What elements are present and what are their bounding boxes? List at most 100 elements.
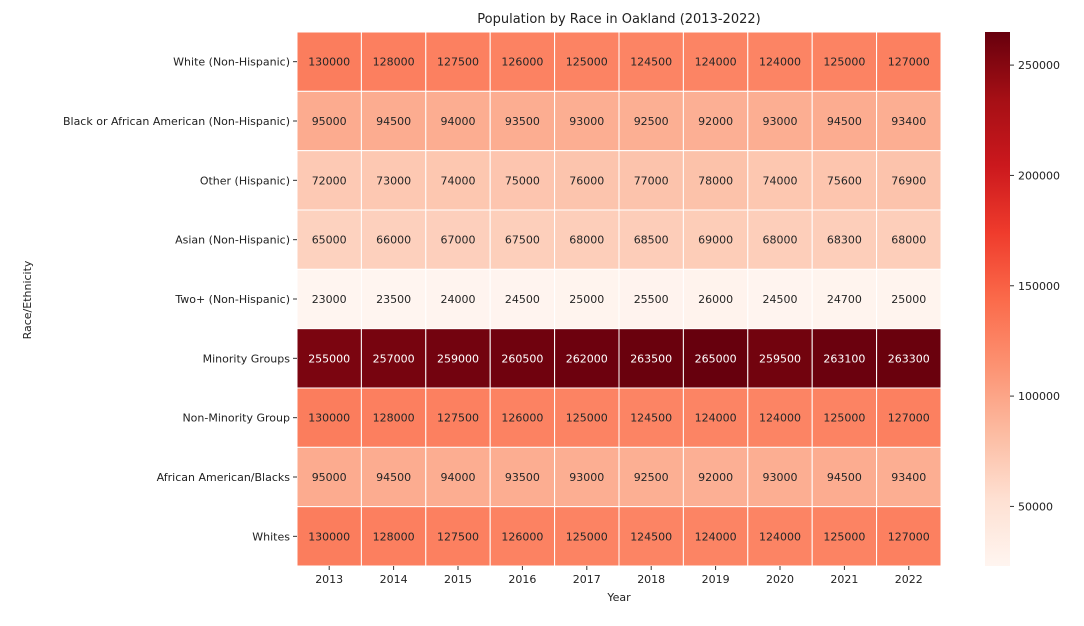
heatmap-cell [747, 387, 813, 448]
heatmap-cell [682, 387, 749, 448]
cell-value-label: 262000 [566, 352, 608, 365]
column-labels: 2013 2014 2015 2016 2017 2018 2019 2020 2021 2022 [315, 566, 923, 586]
cell-value-label: 94500 [376, 471, 411, 484]
y-tick-label: White (Non-Hispanic) [173, 56, 290, 69]
colorbar: 50000 100000 150000 200000 250000 [985, 32, 1060, 566]
heatmap-cell [489, 387, 556, 448]
cell-value-label: 124500 [630, 412, 672, 425]
chart-title: Population by Race in Oakland (2013-2022… [477, 12, 760, 27]
cell-value-label: 95000 [312, 471, 347, 484]
cell-value-label: 94500 [376, 115, 411, 128]
heatmap-cell [876, 209, 942, 270]
colorbar-tick-label: 200000 [1018, 169, 1060, 182]
cell-value-label: 67000 [441, 234, 476, 247]
cell-value-label: 130000 [308, 56, 350, 69]
cell-value-label: 263300 [888, 352, 930, 365]
heatmap-cell [618, 209, 684, 270]
heatmap-cell [554, 446, 620, 508]
x-tick-label: 2021 [830, 573, 858, 586]
x-tick-label: 2015 [444, 573, 472, 586]
cell-value-label: 92000 [698, 115, 733, 128]
heatmap-cell [618, 90, 684, 152]
cell-value-label: 24500 [505, 293, 540, 306]
cell-value-label: 265000 [695, 352, 737, 365]
cell-value-label: 124000 [759, 530, 801, 543]
y-tick-label: African American/Blacks [157, 471, 291, 484]
heatmap-cell [425, 268, 491, 330]
heatmap-cell [876, 446, 942, 508]
heatmap-cell [425, 150, 491, 211]
cell-value-label: 24500 [763, 293, 798, 306]
cell-value-label: 68000 [763, 234, 798, 247]
row-labels: White (Non-Hispanic) Black or African Ame… [63, 56, 297, 543]
heatmap-cell [876, 268, 942, 330]
heatmap-cell [876, 387, 942, 448]
cell-value-label: 73000 [376, 174, 411, 187]
heatmap-cell [811, 90, 878, 152]
heatmap-cell [811, 387, 878, 448]
y-tick-label: Whites [252, 530, 290, 543]
heatmap-cell [618, 328, 684, 389]
cell-value-label: 93000 [763, 471, 798, 484]
cell-value-label: 125000 [566, 412, 608, 425]
x-tick-label: 2020 [766, 573, 794, 586]
colorbar-tick-label: 100000 [1018, 390, 1060, 403]
cell-value-label: 125000 [823, 56, 865, 69]
cell-value-label: 263100 [823, 352, 865, 365]
cell-value-label: 92500 [634, 471, 669, 484]
heatmap-cell [747, 31, 813, 92]
heatmap-cell [489, 90, 556, 152]
heatmap-cell [554, 328, 620, 389]
heatmap-cell [360, 446, 427, 508]
cell-value-label: 68000 [891, 234, 926, 247]
cell-value-label: 23500 [376, 293, 411, 306]
heatmap-cell [682, 90, 749, 152]
cell-value-label: 124500 [630, 56, 672, 69]
x-axis-label: Year [606, 591, 631, 604]
cell-value-label: 128000 [373, 56, 415, 69]
cell-value-label: 69000 [698, 234, 733, 247]
cell-value-label: 126000 [501, 530, 543, 543]
cell-value-label: 65000 [312, 234, 347, 247]
colorbar-tick-label: 150000 [1018, 280, 1060, 293]
cell-value-label: 255000 [308, 352, 350, 365]
x-tick-label: 2019 [702, 573, 730, 586]
heatmap-cell [811, 446, 878, 508]
cell-value-label: 76900 [891, 174, 926, 187]
cell-value-label: 126000 [501, 56, 543, 69]
cell-value-label: 94000 [441, 115, 476, 128]
heatmap-cell [425, 446, 491, 508]
y-tick-label: Minority Groups [203, 352, 291, 365]
heatmap-cell [682, 506, 749, 567]
y-tick-label: Other (Hispanic) [200, 174, 290, 187]
x-tick-label: 2022 [895, 573, 923, 586]
cell-value-label: 124000 [695, 530, 737, 543]
cell-value-label: 24000 [441, 293, 476, 306]
heatmap-cell [554, 150, 620, 211]
cell-value-label: 257000 [373, 352, 415, 365]
cell-value-label: 94500 [827, 471, 862, 484]
cell-value-label: 259000 [437, 352, 479, 365]
heatmap-cell [747, 150, 813, 211]
heatmap-cell [296, 31, 362, 92]
heatmap-cell [360, 268, 427, 330]
cell-value-label: 93400 [891, 471, 926, 484]
cell-value-label: 125000 [823, 530, 865, 543]
heatmap-cell [425, 506, 491, 567]
x-tick-label: 2016 [508, 573, 536, 586]
cell-value-label: 93500 [505, 471, 540, 484]
cell-value-label: 75600 [827, 174, 862, 187]
y-axis-label: Race/Ethnicity [21, 260, 34, 339]
cell-value-label: 124000 [695, 412, 737, 425]
cell-value-label: 127000 [888, 530, 930, 543]
heatmap-cell [811, 506, 878, 567]
heatmap-cell [425, 328, 491, 389]
cell-value-label: 94000 [441, 471, 476, 484]
cell-value-label: 259500 [759, 352, 801, 365]
cell-value-label: 124000 [695, 56, 737, 69]
cell-value-label: 93400 [891, 115, 926, 128]
heatmap-cell [360, 506, 427, 567]
heatmap-cell [489, 446, 556, 508]
